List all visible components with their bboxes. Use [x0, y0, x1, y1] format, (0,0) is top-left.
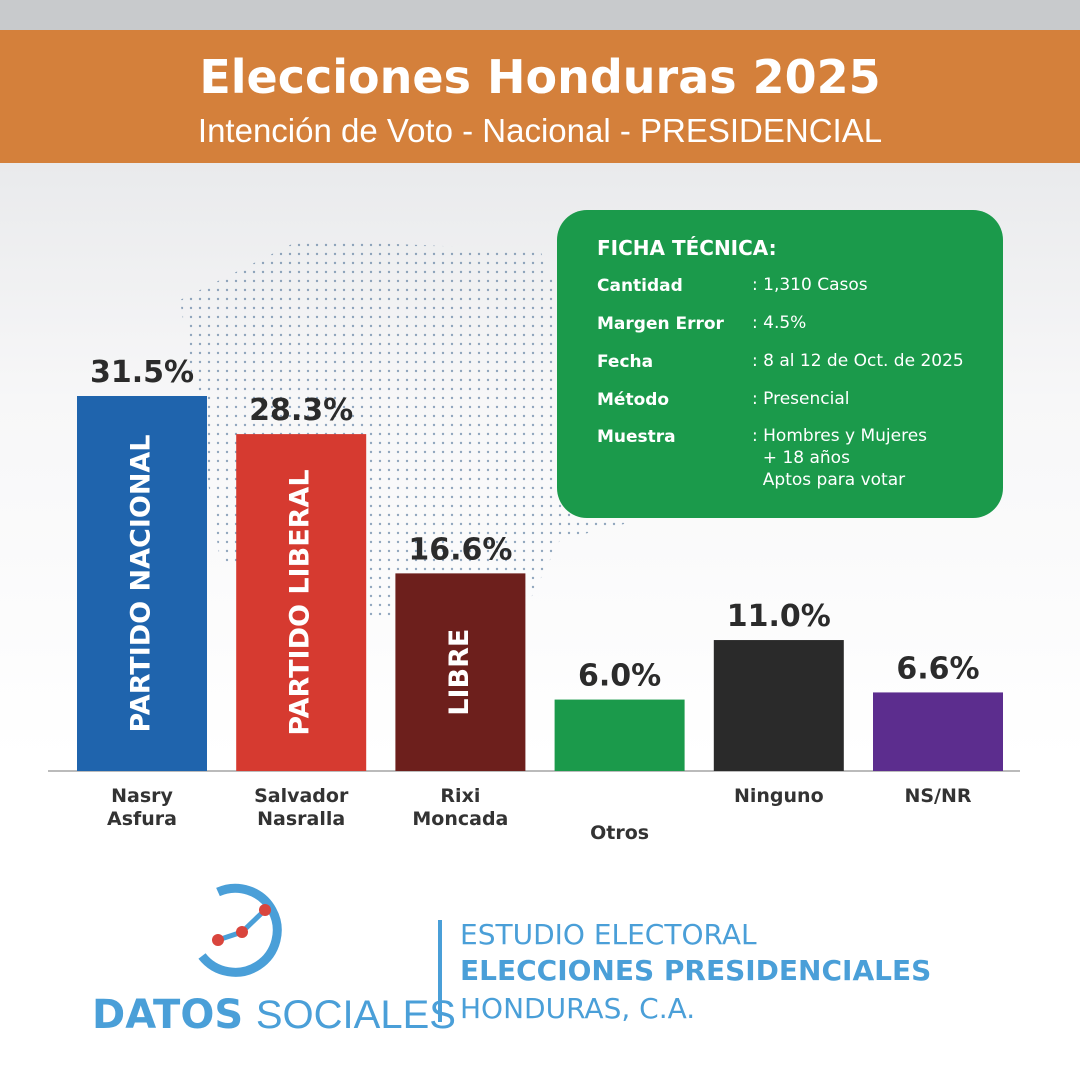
- ficha-value: : Presencial: [752, 389, 850, 409]
- value-label: 6.0%: [578, 659, 661, 694]
- footer-line: ELECCIONES PRESIDENCIALES: [460, 954, 932, 987]
- bar: [713, 640, 844, 771]
- logo-text: DATOS SOCIALES: [92, 992, 456, 1038]
- ficha-value: : 4.5%: [752, 313, 807, 333]
- chart-subtitle: Intención de Voto - Nacional - PRESIDENC…: [197, 112, 883, 149]
- value-label: 11.0%: [727, 599, 831, 634]
- ficha-box: FICHA TÉCNICA: Cantidad : 1,310 Casos Marg…: [557, 210, 1003, 518]
- x-tick-label: Rixi Moncada: [412, 785, 509, 830]
- logo-bold: DATOS: [92, 992, 244, 1038]
- ficha-key: Muestra: [597, 427, 676, 447]
- ficha-value: : 8 al 12 de Oct. de 2025: [752, 351, 964, 371]
- ficha-title: FICHA TÉCNICA:: [597, 236, 777, 260]
- bar: [236, 434, 367, 771]
- x-tick-label: Nasry Asfura: [107, 785, 177, 830]
- ficha-value: : 1,310 Casos: [752, 275, 868, 295]
- bar: [554, 699, 685, 771]
- bar: [77, 396, 207, 771]
- value-label: 6.6%: [896, 651, 979, 686]
- x-tick-label: Otros: [590, 822, 650, 844]
- logo-icon: [198, 883, 282, 977]
- x-tick-label: Ninguno: [733, 785, 824, 807]
- ficha-key: Método: [597, 390, 670, 410]
- logo-dot: [259, 904, 271, 916]
- bar: [395, 573, 526, 771]
- bar: [873, 692, 1003, 771]
- ficha-key: Fecha: [597, 352, 654, 372]
- logo-arc: [198, 883, 282, 977]
- divider: [438, 920, 442, 1022]
- bar-label: PARTIDO LIBERAL: [285, 469, 316, 735]
- ficha-value: : Hombres y Mujeres + 18 años Aptos para…: [752, 426, 928, 490]
- bar-label: LIBRE: [444, 629, 475, 716]
- value-label: 31.5%: [90, 355, 194, 390]
- value-label: 28.3%: [249, 393, 353, 428]
- x-tick-label: NS/NR: [904, 785, 972, 807]
- ficha-key: Cantidad: [597, 276, 683, 296]
- x-tick-label: Salvador Nasralla: [254, 785, 349, 830]
- bar-label: PARTIDO NACIONAL: [126, 434, 157, 732]
- logo-dot: [212, 934, 224, 946]
- footer-line: HONDURAS, C.A.: [460, 992, 696, 1025]
- footer-line: ESTUDIO ELECTORAL: [460, 918, 757, 951]
- value-label: 16.6%: [408, 532, 512, 567]
- logo-dot: [236, 926, 248, 938]
- ficha-key: Margen Error: [597, 314, 724, 334]
- top-strip: [0, 0, 1080, 30]
- header: Elecciones Honduras 2025 Intención de Vo…: [0, 30, 1080, 163]
- chart-title: Elecciones Honduras 2025: [199, 50, 881, 104]
- logo-light: SOCIALES: [255, 993, 456, 1037]
